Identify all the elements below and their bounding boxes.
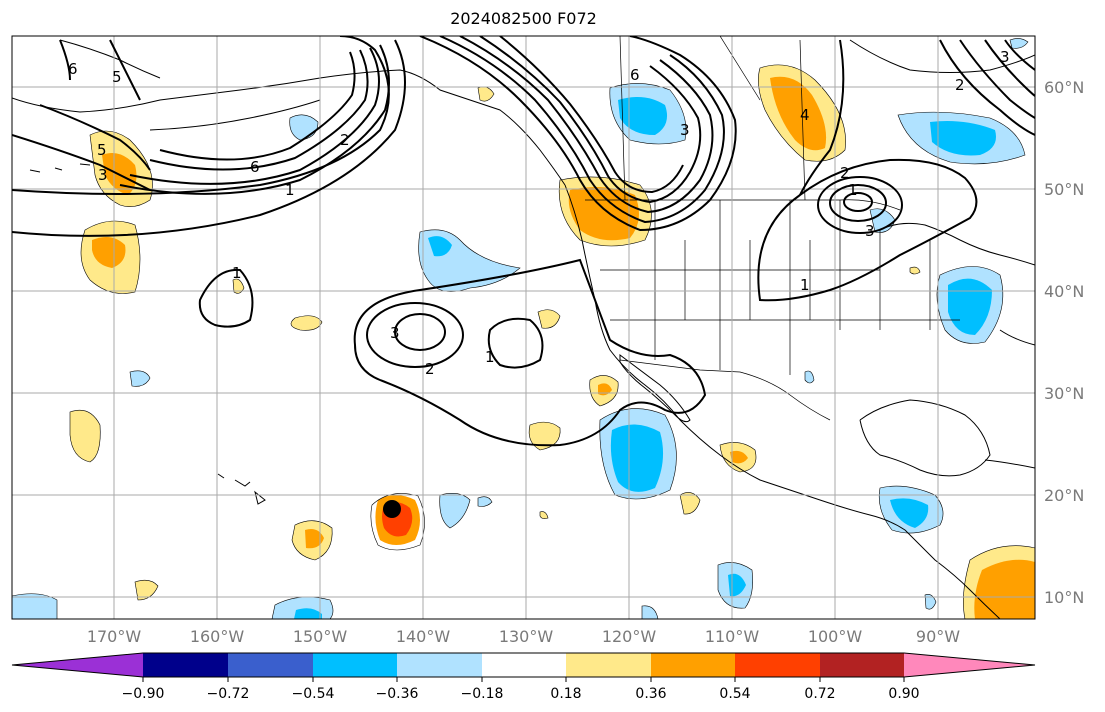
svg-text:0.54: 0.54 — [719, 686, 750, 702]
svg-text:1: 1 — [232, 264, 242, 282]
colorbar-bin — [651, 653, 735, 677]
svg-text:40°N: 40°N — [1044, 282, 1084, 301]
svg-text:1: 1 — [285, 181, 295, 199]
svg-text:150°W: 150°W — [293, 627, 348, 646]
svg-text:1: 1 — [485, 348, 495, 366]
colorbar-bin — [397, 653, 482, 677]
svg-text:90°W: 90°W — [916, 627, 960, 646]
longitude-labels: 170°W 160°W 150°W 140°W 130°W 120°W 110°… — [87, 627, 960, 646]
colorbar-bin — [228, 653, 313, 677]
svg-text:3: 3 — [1000, 48, 1010, 66]
svg-text:170°W: 170°W — [87, 627, 142, 646]
svg-text:6: 6 — [250, 158, 260, 176]
svg-text:0.18: 0.18 — [550, 686, 581, 702]
svg-text:1: 1 — [800, 276, 810, 294]
colorbar: −0.90 −0.72 −0.54 −0.36 −0.18 0.18 0.36 … — [11, 652, 1036, 702]
svg-text:0.72: 0.72 — [804, 686, 835, 702]
svg-text:3: 3 — [98, 166, 108, 184]
svg-text:2: 2 — [955, 76, 965, 94]
svg-text:110°W: 110°W — [705, 627, 760, 646]
svg-text:1: 1 — [848, 181, 858, 199]
colorbar-bin — [566, 653, 651, 677]
svg-text:130°W: 130°W — [499, 627, 554, 646]
coastlines — [12, 39, 1035, 619]
graticule — [12, 36, 1035, 619]
svg-text:−0.72: −0.72 — [207, 686, 250, 702]
svg-text:160°W: 160°W — [190, 627, 245, 646]
colorbar-bin — [143, 653, 228, 677]
svg-text:−0.54: −0.54 — [292, 686, 335, 702]
svg-text:4: 4 — [800, 106, 810, 124]
svg-text:3: 3 — [680, 121, 690, 139]
colorbar-bin — [735, 653, 820, 677]
colorbar-extend-high — [904, 653, 1035, 677]
svg-text:2: 2 — [840, 164, 850, 182]
contour-lines — [12, 36, 1035, 447]
svg-text:20°N: 20°N — [1044, 486, 1084, 505]
svg-text:50°N: 50°N — [1044, 180, 1084, 199]
svg-text:30°N: 30°N — [1044, 384, 1084, 403]
svg-text:5: 5 — [97, 141, 107, 159]
svg-text:5: 5 — [112, 68, 122, 86]
svg-text:10°N: 10°N — [1044, 588, 1084, 607]
svg-text:−0.18: −0.18 — [461, 686, 504, 702]
svg-text:6: 6 — [630, 66, 640, 84]
svg-text:140°W: 140°W — [396, 627, 451, 646]
colorbar-tick-labels: −0.90 −0.72 −0.54 −0.36 −0.18 0.18 0.36 … — [122, 686, 920, 702]
svg-text:100°W: 100°W — [808, 627, 863, 646]
svg-text:6: 6 — [68, 60, 78, 78]
cyclone-center-marker — [383, 500, 401, 518]
svg-text:−0.90: −0.90 — [122, 686, 165, 702]
svg-text:120°W: 120°W — [602, 627, 657, 646]
colorbar-extend-low — [12, 653, 143, 677]
colorbar-bin — [482, 653, 566, 677]
map-frame — [12, 36, 1035, 619]
svg-text:60°N: 60°N — [1044, 78, 1084, 97]
political-borders — [585, 36, 960, 421]
svg-text:−0.36: −0.36 — [376, 686, 419, 702]
colorbar-bin — [313, 653, 397, 677]
svg-text:2: 2 — [340, 131, 350, 149]
svg-text:0.36: 0.36 — [635, 686, 666, 702]
colorbar-bin — [820, 653, 904, 677]
svg-text:0.90: 0.90 — [888, 686, 919, 702]
contour-value-labels: 6 5 5 3 6 1 2 6 3 4 2 1 3 1 1 3 2 1 2 3 — [68, 48, 1010, 378]
map-title: 2024082500 F072 — [450, 9, 597, 28]
svg-text:2: 2 — [425, 360, 435, 378]
svg-text:3: 3 — [865, 222, 875, 240]
latitude-labels: 60°N 50°N 40°N 30°N 20°N 10°N — [1044, 78, 1084, 607]
svg-text:3: 3 — [390, 324, 400, 342]
